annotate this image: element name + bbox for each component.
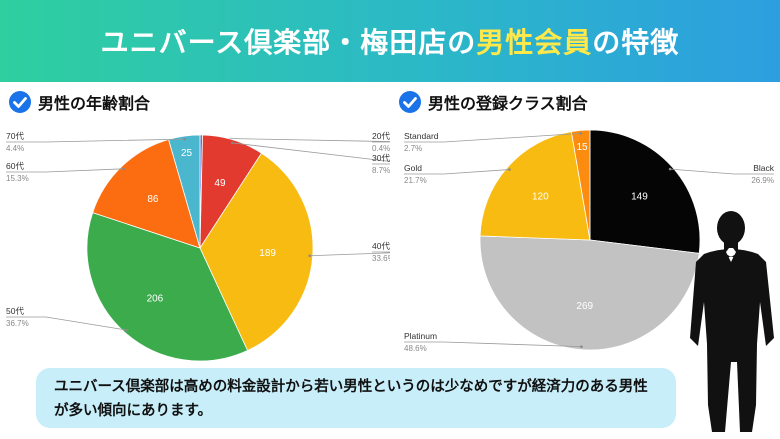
slice-value-label: 49 bbox=[214, 178, 226, 189]
slice-category-label: 40代 bbox=[372, 241, 390, 251]
leader-line bbox=[6, 168, 124, 173]
class-heading-text: 男性の登録クラス割合 bbox=[428, 94, 588, 113]
slice-category-label: 50代 bbox=[6, 306, 24, 316]
leader-line bbox=[201, 137, 390, 143]
slice-percent-label: 36.7% bbox=[6, 319, 29, 328]
pie-slice-60- bbox=[92, 138, 201, 249]
slice-category-label: Gold bbox=[404, 163, 422, 173]
pie-slice-standard bbox=[570, 129, 591, 241]
slice-percent-label: 2.7% bbox=[404, 144, 422, 153]
slice-percent-label: 26.9% bbox=[751, 176, 774, 185]
leader-line bbox=[309, 251, 390, 257]
leader-line bbox=[404, 132, 581, 143]
slice-category-label: 70代 bbox=[6, 131, 24, 141]
leader-dot bbox=[125, 328, 129, 332]
title-banner: ユニバース倶楽部・梅田店の男性会員の特徴 bbox=[0, 0, 780, 82]
class-chart-heading: 男性の登録クラス割合 bbox=[398, 90, 588, 114]
leader-dot bbox=[183, 137, 186, 141]
age-pie-chart: 20代 0.4% 49 30代 8.7% 189 40代 33.6% 206 50代 36.7% 86… bbox=[6, 131, 390, 362]
slice-value-label: 206 bbox=[147, 294, 164, 305]
leader-line bbox=[6, 316, 127, 331]
leader-dot bbox=[668, 167, 672, 171]
check-circle-icon bbox=[9, 91, 31, 113]
title-part1: ユニバース倶楽部・梅田店の bbox=[100, 26, 477, 59]
slice-category-label: 30代 bbox=[372, 153, 390, 163]
slice-value-label: 15 bbox=[576, 142, 588, 153]
slice-percent-label: 21.7% bbox=[404, 176, 427, 185]
age-heading-text: 男性の年齢割合 bbox=[38, 94, 151, 113]
leader-dot bbox=[308, 254, 312, 258]
leader-dot bbox=[508, 168, 511, 171]
slice-percent-label: 33.6% bbox=[372, 254, 390, 263]
slice-category-label: Platinum bbox=[404, 331, 437, 341]
slice-value-label: 25 bbox=[181, 148, 193, 159]
slice-value-label: 189 bbox=[259, 248, 276, 259]
page-title: ユニバース倶楽部・梅田店の男性会員の特徴 bbox=[101, 21, 680, 61]
comment-bubble: ユニバース倶楽部は高めの料金設計から若い男性というのは少なめですが経済力のある男… bbox=[36, 368, 676, 428]
pie-slice-50- bbox=[86, 212, 249, 362]
slice-percent-label: 8.7% bbox=[372, 166, 390, 175]
leader-line bbox=[6, 138, 185, 143]
slice-percent-label: 0.4% bbox=[372, 144, 390, 153]
leader-line bbox=[404, 169, 510, 175]
leader-dot bbox=[199, 136, 203, 140]
check-circle-icon bbox=[399, 91, 421, 113]
pie-slice-platinum bbox=[479, 235, 700, 351]
slice-value-label: 120 bbox=[532, 192, 549, 203]
title-part2: の特徴 bbox=[592, 26, 680, 59]
slice-category-label: Standard bbox=[404, 131, 439, 141]
slice-percent-label: 15.3% bbox=[6, 174, 29, 183]
leader-line bbox=[232, 142, 390, 165]
class-pie-chart: 149 Black 26.9% 269 Platinum 48.6% 120 Gold 21.7… bbox=[404, 129, 775, 353]
leader-line bbox=[404, 341, 582, 348]
age-chart-heading: 男性の年齢割合 bbox=[8, 90, 150, 114]
slice-percent-label: 4.4% bbox=[6, 144, 24, 153]
comment-text: ユニバース倶楽部は高めの料金設計から若い男性というのは少なめですが経済力のある男… bbox=[54, 379, 648, 419]
leader-dot bbox=[580, 345, 583, 348]
slice-category-label: 60代 bbox=[6, 161, 24, 171]
slice-value-label: 269 bbox=[576, 301, 593, 312]
title-highlight: 男性会員 bbox=[476, 26, 593, 59]
leader-line bbox=[670, 168, 774, 175]
leader-dot bbox=[231, 141, 234, 145]
slice-category-label: Black bbox=[753, 163, 775, 173]
slice-value-label: 149 bbox=[631, 191, 648, 202]
leader-dot bbox=[579, 132, 583, 135]
slice-category-label: 20代 bbox=[372, 131, 390, 141]
slice-value-label: 86 bbox=[147, 194, 159, 205]
slice-percent-label: 48.6% bbox=[404, 344, 427, 353]
leader-dot bbox=[122, 167, 125, 171]
pie-slice-black bbox=[589, 129, 701, 254]
